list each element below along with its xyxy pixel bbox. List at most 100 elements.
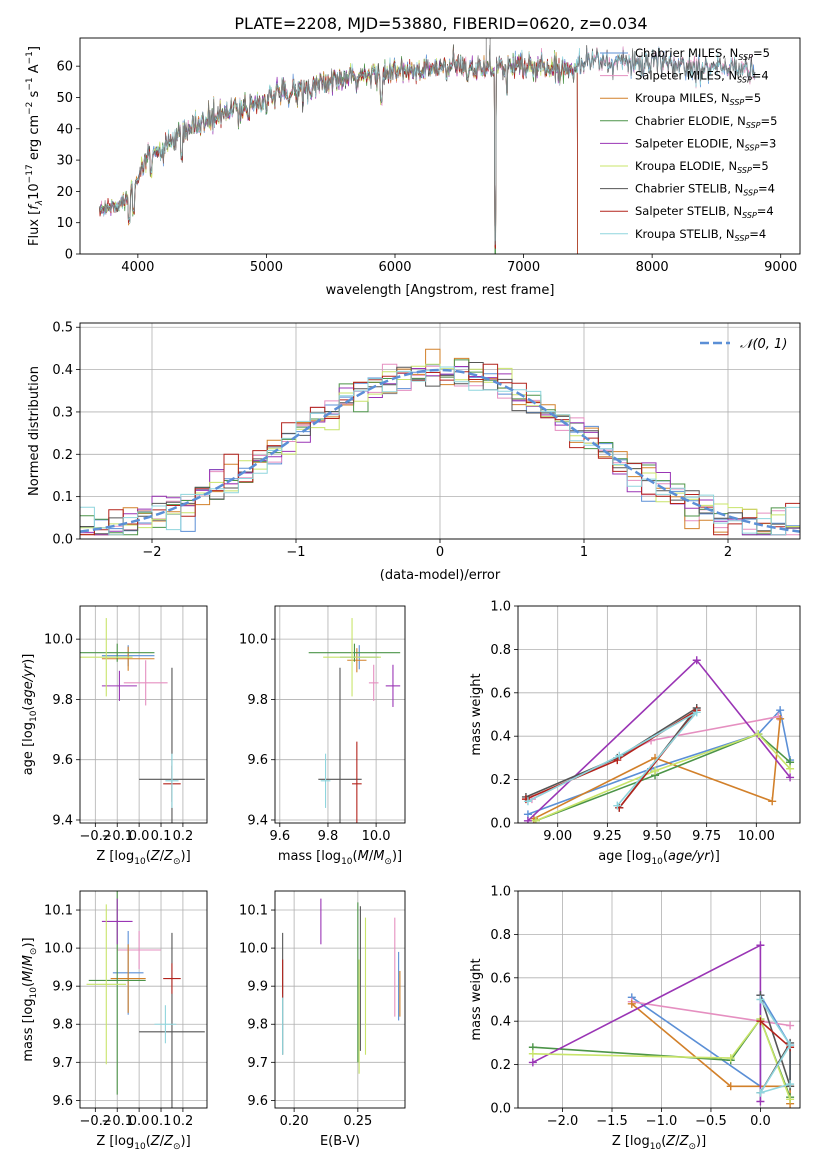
legend-label: Salpeter MILES, NSSP=4	[635, 69, 769, 85]
legend-label: Kroupa MILES, NSSP=5	[635, 91, 761, 107]
mw-age-point-marker	[692, 656, 701, 665]
mw-age-series-line	[535, 733, 791, 822]
age-mass-tick-label-x: 9.8	[318, 829, 339, 844]
spectrum-tick-label-x: 8000	[636, 260, 669, 275]
legend-label: Kroupa STELIB, NSSP=4	[635, 227, 766, 243]
histogram-tick-label-x: −1	[286, 545, 305, 560]
spectrum-tick-label-x: 6000	[378, 260, 411, 275]
legend-label: Chabrier MILES, NSSP=5	[635, 46, 770, 62]
mw-age-tick-label-y: 1.0	[490, 600, 511, 615]
mw-age-tick-label-y: 0.2	[490, 773, 511, 788]
mass-z-tick-label-y: 9.9	[52, 980, 73, 995]
age-z-frame	[79, 605, 208, 824]
mass-ebv-xlabel: E(B-V)	[320, 1134, 360, 1149]
mw-age-point-marker	[613, 801, 622, 810]
histogram-tick-label-y: 0.3	[52, 405, 73, 420]
mw-z-point-marker	[786, 1080, 795, 1089]
mass-ebv-tick-label-x: 0.25	[343, 1114, 372, 1129]
age-z-tick-label-x: 0.2	[173, 829, 194, 844]
mw-age-series-line	[535, 733, 791, 822]
mass-z-tick-label-x: 0.2	[173, 1114, 194, 1129]
age-mass-tick-label-x: 9.6	[269, 829, 290, 844]
age-mass-tick-label-y: 10.0	[239, 633, 268, 648]
mw-age-tick-label-x: 9.50	[643, 829, 672, 844]
mw-age-point-marker	[523, 816, 532, 823]
age-vs-metallicity-panel: −0.2−0.10.0 0.1 0.2 9.4 9.6 9.8 10.0 Z [log10(Z…	[21, 605, 208, 867]
figure-title: PLATE=2208, MJD=53880, FIBERID=0620, z=0…	[234, 14, 647, 33]
mw-z-tick-label-y: 0.8	[490, 928, 511, 943]
mw-age-point-marker	[692, 708, 701, 717]
spectrum-panel: 4000 5000 6000 7000 8000 9000 0 10 20 30 40 50 60 Cha…	[25, 37, 801, 298]
clip-mass-z-plot-area	[86, 891, 205, 1108]
mw-age-tick-label-y: 0.6	[490, 686, 511, 701]
histogram-legend-label: 𝒩(0, 1)	[740, 337, 787, 352]
age-z-tick-label-x: −0.2	[80, 829, 112, 844]
mass-z-tick-label-x: 0.1	[151, 1114, 172, 1129]
mass-z-tick-label-x: −0.2	[80, 1114, 112, 1129]
spectrum-tick-label-x: 9000	[764, 260, 797, 275]
mw-age-point-marker	[776, 706, 785, 715]
mw-age-point-marker	[531, 816, 540, 823]
mw-age-tick-label-y: 0.4	[490, 730, 511, 745]
mw-z-series-line	[532, 1017, 791, 1100]
mw-z-point-marker	[627, 999, 636, 1008]
mw-z-xlabel: Z [log10(Z/Z⊙)]	[612, 1134, 706, 1152]
mw-z-tick-label-y: 0.2	[490, 1058, 511, 1073]
mw-z-point-marker	[528, 1058, 537, 1067]
mw-z-series-line	[758, 999, 792, 1095]
spectrum-tick-label-x: 7000	[507, 260, 540, 275]
spectrum-tick-label-x: 5000	[250, 260, 283, 275]
mw-age-tick-label-x: 9.25	[593, 829, 622, 844]
mw-z-tick-label-y: 0.6	[490, 971, 511, 986]
mass-z-tick-label-y: 10.0	[44, 942, 73, 957]
spectrum-data-line	[99, 47, 756, 246]
mass-z-tick-label-y: 10.1	[44, 904, 73, 919]
clip-spec-plot-area	[98, 38, 756, 254]
age-mass-xlabel: mass [log10(M/M⊙)]	[278, 849, 402, 867]
spectrum-ylabel: Flux [fλ10−17 erg cm−2 s−1 A−1]	[25, 46, 45, 246]
mass-z-tick-label-y: 9.7	[52, 1056, 73, 1071]
mass-z-tick-label-x: 0.0	[129, 1114, 150, 1129]
spectrum-frame	[79, 37, 801, 255]
mass-z-frame	[79, 890, 208, 1109]
histogram-series-step	[80, 366, 800, 536]
clip-mass-ebv-plot-area	[282, 898, 401, 1074]
mw-age-ylabel: mass weight	[469, 673, 484, 755]
mass-ebv-tick-label-y: 9.8	[247, 1018, 268, 1033]
mass-z-tick-label-x: −0.1	[101, 1114, 133, 1129]
mass-z-ylabel-group: mass [log10(M/M⊙)]	[21, 937, 39, 1061]
mw-z-series-line	[532, 943, 762, 1102]
mw-z-point-marker	[726, 1082, 735, 1091]
mass-ebv-tick-label-y: 9.6	[247, 1094, 268, 1109]
age-z-tick-label-x: 0.1	[151, 829, 172, 844]
age-z-ylabel-group: age [log10(age/yr)]	[21, 654, 39, 776]
age-z-tick-label-y: 9.4	[52, 813, 73, 828]
histogram-series-step	[80, 363, 800, 536]
mass-z-ylabel: mass [log10(M/M⊙)]	[21, 937, 39, 1061]
mw-z-point-marker	[786, 1021, 795, 1030]
spectrum-xlabel: wavelength [Angstrom, rest frame]	[326, 283, 555, 298]
mw-z-point-marker	[756, 941, 765, 950]
age-z-tick-label-x: −0.1	[101, 829, 133, 844]
histogram-tick-label-x: 1	[580, 545, 588, 560]
histogram-frame	[79, 322, 801, 540]
age-z-xlabel: Z [log10(Z/Z⊙)]	[96, 849, 190, 867]
mw-z-tick-label-x: −2.0	[547, 1114, 579, 1129]
mass-weight-vs-metallicity-panel: −2.0 −1.5 −1.0 −0.5 0.0 0.0 0.2 0.4 0.6 0.8 1.0 Z […	[469, 885, 801, 1152]
mass-ebv-tick-label-y: 10.1	[239, 904, 268, 919]
mw-age-tick-label-x: 9.75	[692, 829, 721, 844]
mw-age-frame	[517, 605, 801, 824]
mass-ebv-tick-label-y: 10.0	[239, 942, 268, 957]
legend-label: Chabrier STELIB, NSSP=4	[635, 182, 775, 198]
mw-z-tick-label-x: −0.5	[695, 1114, 727, 1129]
mass-weight-vs-age-panel: 9.00 9.25 9.50 9.75 10.00 0.0 0.2 0.4 0.6 0.8 1.0 a…	[469, 600, 801, 867]
histogram-ylabel: Normed distribution	[27, 366, 42, 496]
mass-z-tick-label-y: 9.6	[52, 1094, 73, 1109]
spectrum-tick-label-y: 20	[56, 185, 73, 200]
mw-age-point-marker	[523, 797, 532, 806]
mw-age-point-marker	[776, 714, 785, 723]
mw-age-tick-label-x: 9.00	[543, 829, 572, 844]
mw-z-point-marker	[786, 1041, 795, 1050]
